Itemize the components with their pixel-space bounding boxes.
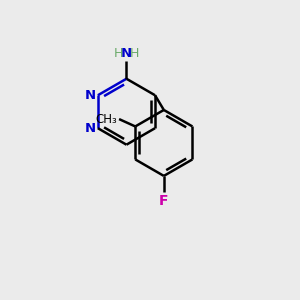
Text: H: H	[114, 46, 123, 60]
Text: N: N	[84, 122, 95, 135]
Text: H: H	[130, 46, 139, 60]
Text: F: F	[159, 194, 169, 208]
Text: CH₃: CH₃	[95, 112, 117, 126]
Text: N: N	[84, 89, 95, 102]
Text: N: N	[121, 46, 132, 60]
